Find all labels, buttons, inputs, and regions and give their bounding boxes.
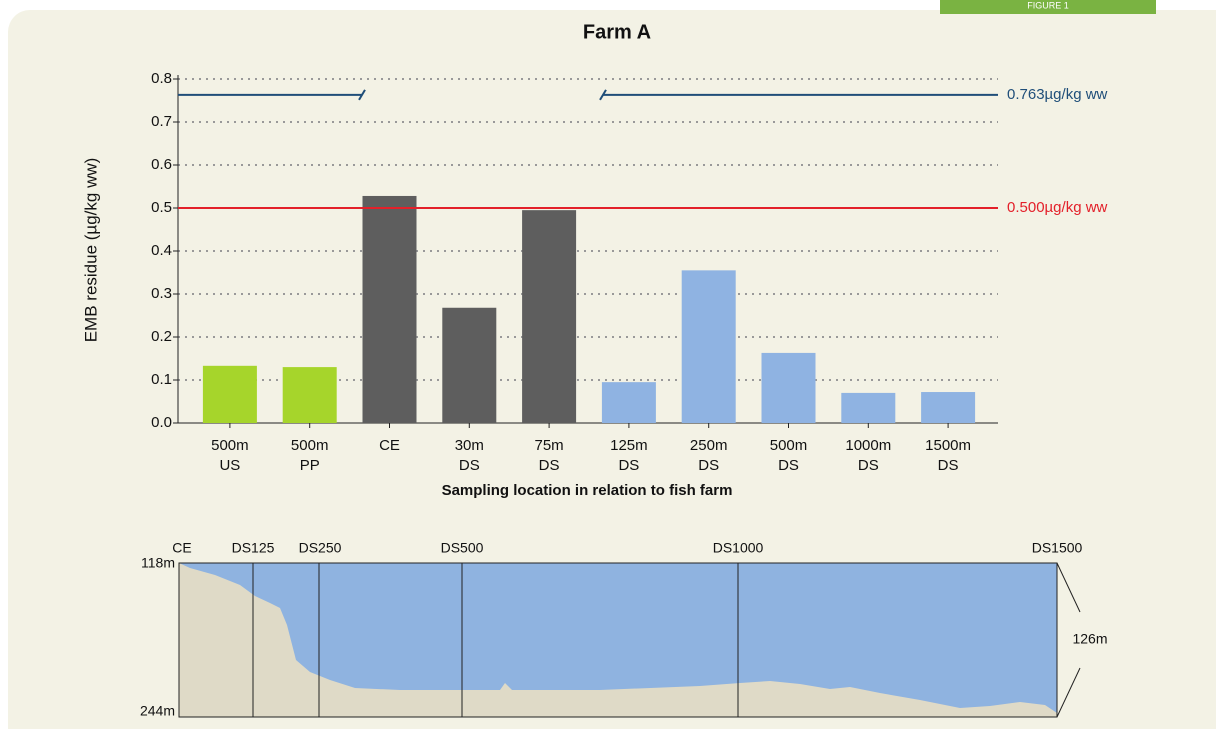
x-tick-label: DS <box>778 457 799 474</box>
depth-label: 118m <box>141 555 175 571</box>
x-tick-label: 1500m <box>925 437 971 454</box>
x-tick-label: 500m <box>291 437 329 454</box>
page: FIGURE 1 Farm A EMB residue (µg/kg ww) S… <box>0 0 1216 729</box>
bar <box>363 196 417 423</box>
chart-title: Farm A <box>583 21 651 43</box>
y-tick-label: 0.7 <box>151 113 172 130</box>
x-tick-label: 250m <box>690 437 728 454</box>
figure: FIGURE 1 Farm A EMB residue (µg/kg ww) S… <box>0 0 1216 729</box>
x-axis-label: Sampling location in relation to fish fa… <box>442 482 733 499</box>
x-tick-label: PP <box>300 457 320 474</box>
x-tick-label: DS <box>459 457 480 474</box>
y-tick-label: 0.8 <box>151 70 172 87</box>
bar <box>841 393 895 423</box>
station-label: DS500 <box>441 540 484 556</box>
y-tick-label: 0.0 <box>151 414 172 431</box>
reference-label: 0.500µg/kg ww <box>1007 199 1108 216</box>
bar <box>442 308 496 423</box>
y-tick-label: 0.1 <box>151 371 172 388</box>
y-tick-label: 0.3 <box>151 285 172 302</box>
bar <box>762 353 816 423</box>
x-tick-label: 75m <box>535 437 564 454</box>
x-tick-label: DS <box>698 457 719 474</box>
x-tick-label: US <box>219 457 240 474</box>
x-tick-label: DS <box>618 457 639 474</box>
depth-range-label: 126m <box>1072 631 1107 647</box>
y-tick-label: 0.2 <box>151 328 172 345</box>
y-tick-label: 0.5 <box>151 199 172 216</box>
bar <box>283 367 337 423</box>
x-tick-label: DS <box>938 457 959 474</box>
bar <box>522 210 576 423</box>
bar <box>682 270 736 423</box>
depth-profile: CE DS125 DS250 DS500 DS1000 DS1500 118m … <box>140 540 1108 719</box>
x-tick-label: 30m <box>455 437 484 454</box>
reference-label: 0.763µg/kg ww <box>1007 86 1108 103</box>
x-tick-label: 500m <box>770 437 808 454</box>
x-tick-label: DS <box>858 457 879 474</box>
x-tick-label: 500m <box>211 437 249 454</box>
y-tick-label: 0.6 <box>151 156 172 173</box>
station-label: DS250 <box>299 540 342 556</box>
x-tick-label: DS <box>539 457 560 474</box>
figure-label: FIGURE 1 <box>1027 0 1069 10</box>
bar <box>203 366 257 423</box>
station-label: DS1000 <box>713 540 764 556</box>
x-tick-label: 1000m <box>845 437 891 454</box>
y-tick-label: 0.4 <box>151 242 172 259</box>
y-axis-label: EMB residue (µg/kg ww) <box>81 158 100 343</box>
station-label: CE <box>172 540 191 556</box>
x-tick-label: CE <box>379 437 400 454</box>
station-label: DS1500 <box>1032 540 1083 556</box>
x-tick-label: 125m <box>610 437 648 454</box>
depth-label: 244m <box>140 703 175 719</box>
bar <box>921 392 975 423</box>
bar <box>602 382 656 423</box>
station-label: DS125 <box>232 540 275 556</box>
